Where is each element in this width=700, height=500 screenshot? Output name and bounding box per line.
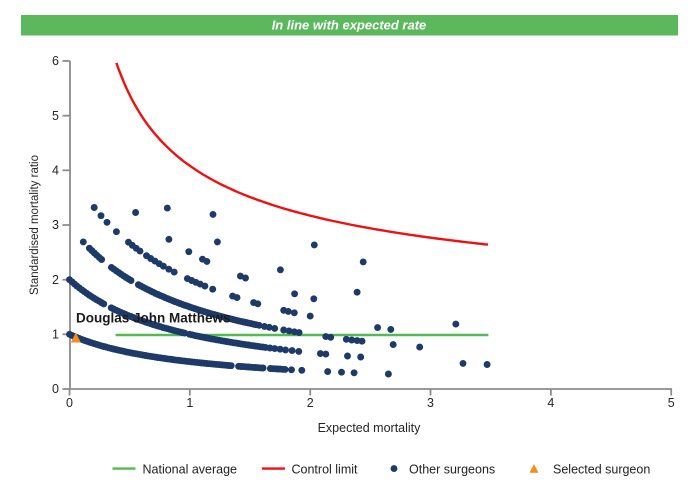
svg-text:Control limit: Control limit	[292, 463, 359, 477]
svg-text:Expected mortality: Expected mortality	[318, 421, 422, 435]
svg-text:4: 4	[52, 164, 59, 178]
svg-text:Douglas John Matthews: Douglas John Matthews	[76, 311, 231, 326]
svg-text:2: 2	[52, 273, 59, 287]
svg-text:In line with expected rate: In line with expected rate	[272, 18, 427, 33]
svg-text:Other surgeons: Other surgeons	[409, 463, 495, 477]
svg-text:0: 0	[52, 382, 59, 396]
svg-text:1: 1	[52, 328, 59, 342]
svg-text:National average: National average	[143, 463, 238, 477]
svg-text:1: 1	[186, 396, 193, 410]
svg-text:4: 4	[547, 396, 554, 410]
svg-text:Standardised mortality ratio: Standardised mortality ratio	[29, 155, 41, 295]
svg-text:3: 3	[52, 218, 59, 232]
svg-text:3: 3	[427, 396, 434, 410]
svg-text:2: 2	[307, 396, 314, 410]
svg-text:5: 5	[52, 109, 59, 123]
svg-text:5: 5	[668, 396, 675, 410]
svg-text:Selected surgeon: Selected surgeon	[553, 463, 650, 477]
svg-text:6: 6	[52, 54, 59, 68]
svg-text:0: 0	[66, 396, 73, 410]
